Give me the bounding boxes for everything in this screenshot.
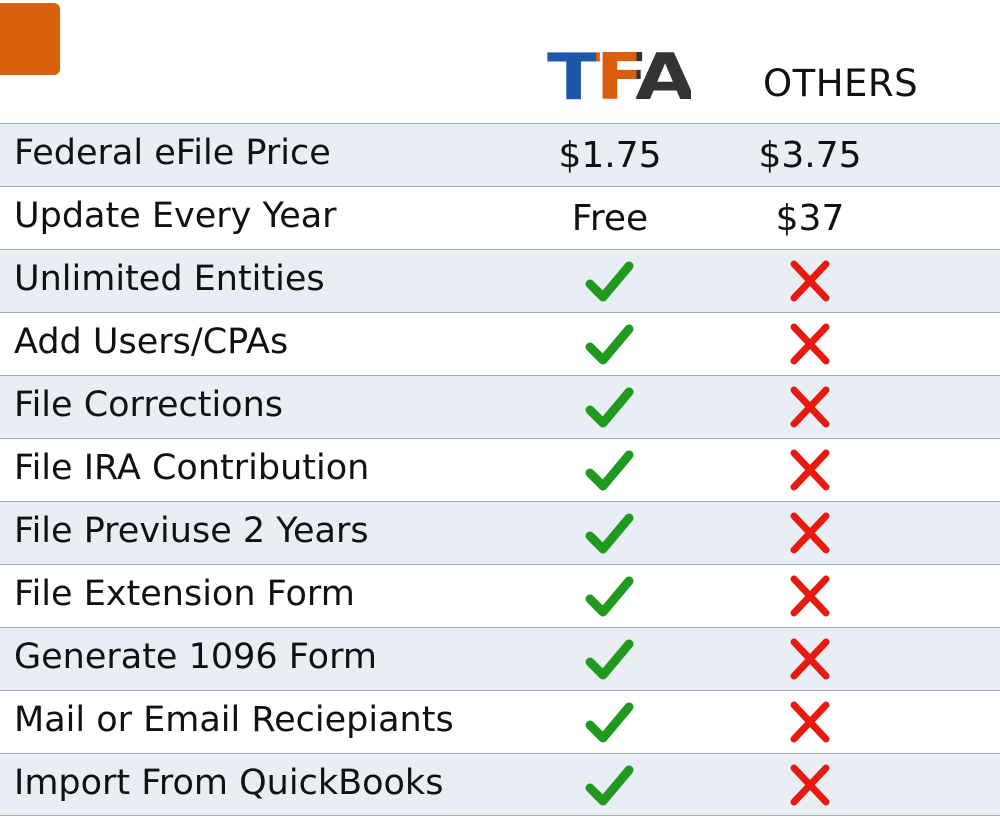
cross-icon	[740, 628, 880, 690]
others-value: $37	[775, 197, 845, 239]
cross-icon	[740, 376, 880, 438]
feature-label: Mail or Email Reciepiants	[14, 700, 454, 740]
table-row: File Corrections	[0, 375, 1000, 438]
feature-label: Update Every Year	[14, 196, 337, 236]
tfa-value: $1.75	[558, 134, 662, 176]
table-row: Update Every Year Free $37	[0, 186, 1000, 249]
others-column-header: OTHERS	[763, 62, 919, 105]
cross-icon	[740, 565, 880, 627]
table-row: Mail or Email Reciepiants	[0, 690, 1000, 753]
feature-label: Add Users/CPAs	[14, 322, 289, 362]
tfa-value: Free	[571, 197, 649, 239]
check-icon	[540, 502, 680, 564]
feature-label: File IRA Contribution	[14, 448, 370, 488]
feature-label: Generate 1096 Form	[14, 637, 377, 677]
cross-icon	[740, 250, 880, 312]
check-icon	[540, 691, 680, 753]
check-icon	[540, 565, 680, 627]
check-icon	[540, 250, 680, 312]
table-row: Generate 1096 Form	[0, 627, 1000, 690]
table-row: Federal eFile Price $1.75 $3.75	[0, 123, 1000, 186]
feature-label: File Extension Form	[14, 574, 355, 614]
feature-label: Federal eFile Price	[14, 133, 331, 173]
check-icon	[540, 439, 680, 501]
table-row: File IRA Contribution	[0, 438, 1000, 501]
others-value: $3.75	[758, 134, 862, 176]
check-icon	[540, 313, 680, 375]
table-row: File Previuse 2 Years	[0, 501, 1000, 564]
check-icon	[540, 628, 680, 690]
cross-icon	[740, 439, 880, 501]
feature-label: Unlimited Entities	[14, 259, 325, 299]
comparison-table: Federal eFile Price $1.75 $3.75 Update Ever…	[0, 123, 1000, 816]
check-icon	[540, 376, 680, 438]
cross-icon	[740, 313, 880, 375]
cross-icon	[740, 502, 880, 564]
orange-button[interactable]	[0, 3, 60, 75]
table-row: File Extension Form	[0, 564, 1000, 627]
table-row: Unlimited Entities	[0, 249, 1000, 312]
feature-label: File Previuse 2 Years	[14, 511, 369, 551]
table-row: Add Users/CPAs	[0, 312, 1000, 375]
cross-icon	[740, 691, 880, 753]
table-row: Import From QuickBooks	[0, 753, 1000, 816]
feature-label: Import From QuickBooks	[14, 763, 444, 803]
cross-icon	[740, 754, 880, 815]
check-icon	[540, 754, 680, 815]
tfa-logo: TFA	[547, 41, 695, 115]
feature-label: File Corrections	[14, 385, 283, 425]
